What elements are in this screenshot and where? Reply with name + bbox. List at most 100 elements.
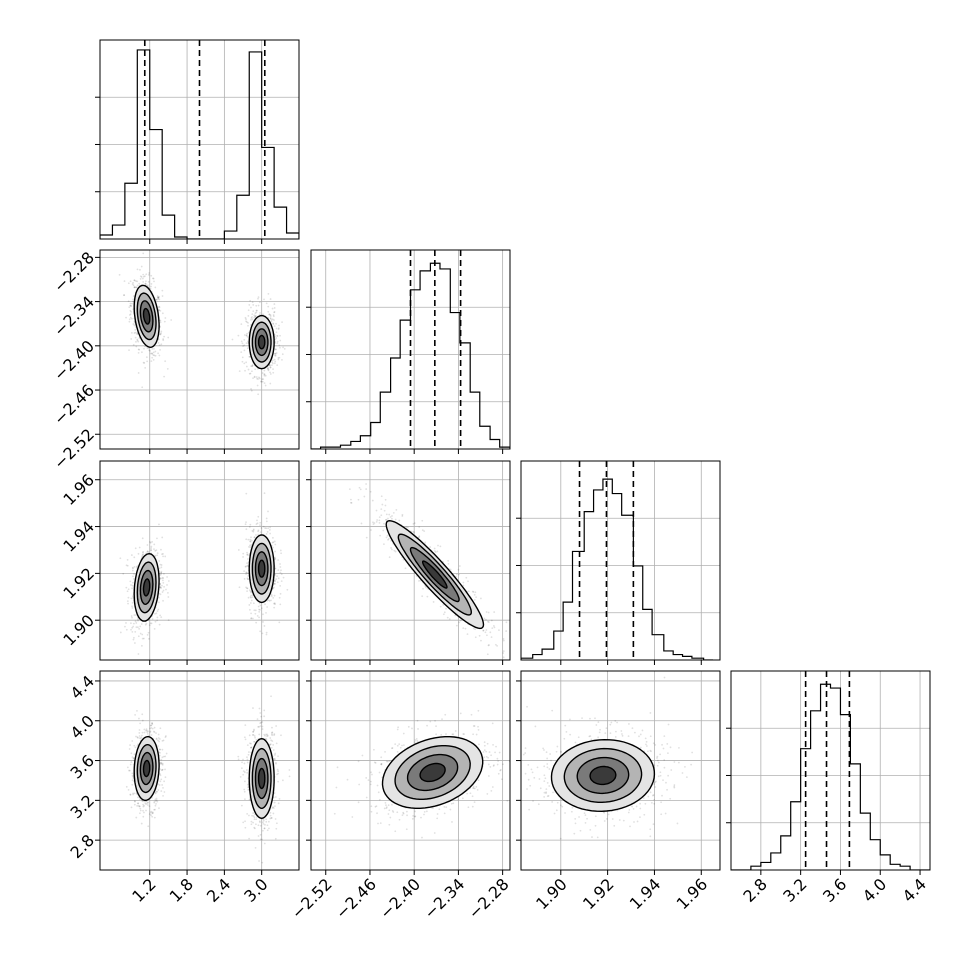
sample-point (142, 281, 145, 283)
sample-point (253, 609, 256, 612)
sample-point (139, 807, 142, 810)
sample-point (274, 837, 277, 840)
sample-point (246, 335, 249, 338)
sample-point (263, 715, 266, 718)
sample-point (167, 336, 170, 339)
sample-point (388, 556, 391, 559)
sample-point (418, 526, 421, 528)
sample-point (258, 602, 261, 605)
sample-point (157, 739, 159, 742)
sample-point (255, 304, 258, 307)
sample-point (161, 748, 164, 751)
histogram-0 (100, 49, 299, 239)
sample-point (265, 818, 268, 821)
sample-point (132, 757, 135, 759)
sample-point (404, 567, 407, 570)
sample-point (398, 519, 401, 522)
sample-point (132, 622, 135, 625)
sample-point (257, 835, 260, 837)
sample-point (266, 824, 269, 827)
sample-point (152, 277, 154, 280)
sample-point (140, 736, 143, 739)
sample-point (275, 827, 278, 830)
sample-point (127, 789, 130, 791)
sample-point (250, 823, 253, 826)
sample-point (272, 812, 275, 815)
sample-point (282, 576, 285, 579)
sample-point (163, 335, 166, 338)
sample-point (132, 638, 135, 641)
sample-point (487, 621, 490, 624)
sample-point (246, 562, 248, 564)
sample-point (125, 622, 127, 624)
sample-point (274, 353, 277, 355)
sample-point (141, 386, 144, 389)
sample-point (358, 486, 361, 489)
sample-point (258, 860, 260, 862)
sample-point (269, 364, 271, 367)
sample-point (253, 316, 256, 319)
sample-point (253, 740, 255, 743)
sample-point (274, 338, 277, 341)
sample-point (269, 366, 272, 369)
sample-point (259, 824, 262, 827)
sample-point (260, 527, 263, 529)
sample-point (384, 504, 387, 507)
sample-point (148, 805, 151, 807)
sample-point (153, 801, 156, 804)
sample-point (270, 593, 273, 596)
sample-point (160, 573, 162, 576)
sample-point (136, 333, 139, 336)
sample-point (493, 626, 496, 629)
sample-point (246, 578, 249, 581)
sample-point (274, 354, 276, 357)
sample-point (254, 736, 256, 739)
contour-level (257, 559, 266, 578)
joint-panel-1-0: −2.52−2.46−2.40−2.34−2.28 (50, 248, 300, 473)
sample-point (143, 800, 146, 803)
sample-point (250, 389, 253, 392)
sample-point (158, 295, 160, 298)
sample-point (129, 763, 132, 766)
sample-point (248, 546, 250, 548)
sample-point (162, 581, 165, 584)
sample-point (237, 755, 240, 758)
sample-point (269, 743, 272, 746)
sample-point (133, 324, 136, 327)
sample-point (282, 346, 284, 349)
sample-point (150, 622, 153, 625)
sample-point (350, 501, 352, 504)
sample-point (274, 603, 276, 606)
contour-level (422, 560, 448, 589)
sample-point (247, 321, 249, 324)
sample-point (252, 528, 255, 531)
sample-point (269, 373, 272, 375)
sample-point (380, 508, 383, 511)
sample-point (263, 369, 266, 372)
sample-point (139, 275, 142, 278)
sample-point (264, 374, 267, 377)
sample-point (365, 483, 367, 485)
sample-point (245, 318, 247, 321)
sample-point (246, 554, 249, 556)
sample-point (161, 536, 164, 539)
sample-point (156, 552, 159, 555)
sample-point (151, 722, 154, 725)
sample-point (276, 768, 279, 771)
sample-point (244, 826, 247, 829)
sample-point (418, 580, 420, 582)
sample-point (239, 776, 242, 778)
sample-point (133, 279, 136, 282)
sample-point (149, 727, 151, 730)
sample-point (155, 799, 158, 802)
sample-point (159, 563, 162, 566)
sample-point (155, 737, 158, 740)
sample-point (271, 726, 273, 729)
sample-point (242, 345, 245, 348)
sample-point (146, 733, 149, 735)
sample-point (274, 580, 276, 583)
sample-point (273, 358, 276, 361)
sample-point (131, 283, 134, 286)
sample-point (158, 748, 161, 751)
sample-point (248, 734, 251, 737)
